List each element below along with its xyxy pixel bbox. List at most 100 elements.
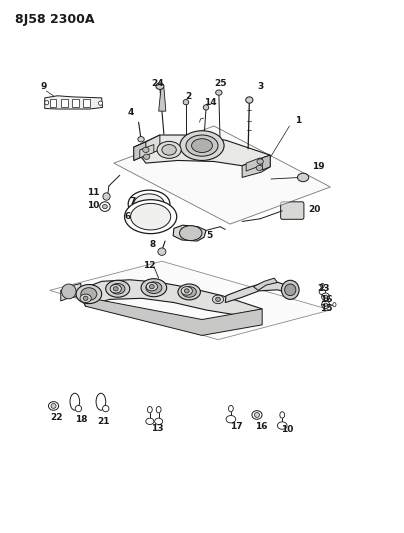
- Polygon shape: [262, 155, 270, 170]
- Text: 2: 2: [185, 92, 191, 101]
- Polygon shape: [134, 142, 146, 160]
- Ellipse shape: [103, 406, 109, 412]
- Ellipse shape: [158, 248, 166, 255]
- Ellipse shape: [114, 287, 118, 291]
- Polygon shape: [242, 155, 270, 177]
- Ellipse shape: [146, 282, 158, 291]
- Text: 6: 6: [125, 212, 131, 221]
- Text: 1: 1: [295, 116, 301, 125]
- Polygon shape: [225, 282, 290, 303]
- Ellipse shape: [179, 225, 202, 240]
- Bar: [83, 99, 90, 108]
- Ellipse shape: [146, 418, 154, 424]
- Ellipse shape: [162, 144, 176, 155]
- Ellipse shape: [51, 403, 56, 408]
- Ellipse shape: [183, 100, 189, 105]
- Text: 9: 9: [40, 82, 47, 91]
- Ellipse shape: [278, 422, 287, 429]
- Text: 16: 16: [320, 295, 332, 304]
- Text: 24: 24: [152, 79, 164, 88]
- Ellipse shape: [324, 303, 328, 306]
- Ellipse shape: [191, 139, 213, 152]
- Polygon shape: [134, 135, 160, 160]
- Polygon shape: [50, 261, 330, 340]
- Ellipse shape: [213, 295, 224, 304]
- Text: 10: 10: [281, 425, 293, 434]
- Polygon shape: [114, 126, 330, 224]
- Ellipse shape: [285, 284, 296, 296]
- Polygon shape: [159, 87, 166, 111]
- Ellipse shape: [181, 287, 192, 295]
- Text: 13: 13: [151, 424, 163, 433]
- Ellipse shape: [149, 285, 154, 289]
- Ellipse shape: [184, 289, 189, 293]
- Ellipse shape: [203, 105, 209, 110]
- Text: 8J58 2300A: 8J58 2300A: [15, 13, 95, 26]
- Text: 12: 12: [143, 261, 155, 270]
- Ellipse shape: [186, 135, 218, 156]
- Text: 25: 25: [214, 79, 226, 88]
- Ellipse shape: [143, 154, 150, 159]
- Ellipse shape: [83, 296, 88, 301]
- Ellipse shape: [216, 90, 222, 95]
- Ellipse shape: [178, 284, 200, 300]
- Ellipse shape: [333, 303, 336, 307]
- Text: 18: 18: [75, 415, 87, 424]
- Text: 11: 11: [86, 188, 99, 197]
- Ellipse shape: [156, 83, 164, 90]
- Ellipse shape: [182, 287, 196, 297]
- Text: 20: 20: [308, 205, 320, 214]
- Ellipse shape: [134, 194, 164, 214]
- Ellipse shape: [252, 410, 262, 419]
- Polygon shape: [134, 135, 270, 166]
- Ellipse shape: [103, 205, 107, 209]
- Ellipse shape: [322, 293, 330, 301]
- Polygon shape: [253, 278, 278, 290]
- Text: 15: 15: [320, 304, 332, 313]
- Text: 17: 17: [230, 422, 242, 431]
- Text: 19: 19: [312, 163, 325, 171]
- Ellipse shape: [106, 280, 130, 297]
- Text: 16: 16: [255, 422, 267, 431]
- Ellipse shape: [255, 413, 259, 417]
- Polygon shape: [140, 144, 154, 158]
- Ellipse shape: [75, 406, 82, 412]
- Text: 5: 5: [206, 231, 213, 240]
- Ellipse shape: [130, 204, 171, 230]
- Text: 22: 22: [50, 413, 63, 422]
- FancyBboxPatch shape: [281, 202, 304, 219]
- Text: 3: 3: [257, 82, 263, 91]
- Polygon shape: [45, 96, 103, 109]
- Ellipse shape: [146, 282, 162, 294]
- Ellipse shape: [48, 402, 59, 410]
- Ellipse shape: [110, 285, 121, 293]
- Ellipse shape: [280, 412, 285, 418]
- Text: 21: 21: [97, 417, 110, 426]
- Text: 8: 8: [150, 240, 156, 249]
- Ellipse shape: [111, 284, 125, 294]
- Ellipse shape: [156, 407, 161, 413]
- Text: 4: 4: [127, 108, 134, 117]
- Ellipse shape: [70, 393, 80, 410]
- Ellipse shape: [320, 284, 324, 288]
- Ellipse shape: [96, 393, 106, 410]
- Ellipse shape: [141, 279, 167, 297]
- Ellipse shape: [282, 280, 299, 300]
- Ellipse shape: [76, 285, 102, 304]
- Polygon shape: [78, 290, 262, 335]
- Bar: [72, 99, 79, 108]
- Ellipse shape: [257, 159, 263, 164]
- Ellipse shape: [147, 407, 152, 413]
- Text: 14: 14: [204, 98, 216, 107]
- Ellipse shape: [81, 288, 97, 301]
- Bar: [61, 99, 67, 108]
- Ellipse shape: [103, 193, 110, 200]
- Ellipse shape: [322, 301, 330, 309]
- Ellipse shape: [100, 202, 110, 212]
- Ellipse shape: [229, 406, 233, 412]
- Ellipse shape: [226, 416, 236, 423]
- Ellipse shape: [180, 131, 224, 160]
- Ellipse shape: [216, 297, 221, 302]
- Ellipse shape: [155, 418, 163, 424]
- Ellipse shape: [99, 101, 103, 106]
